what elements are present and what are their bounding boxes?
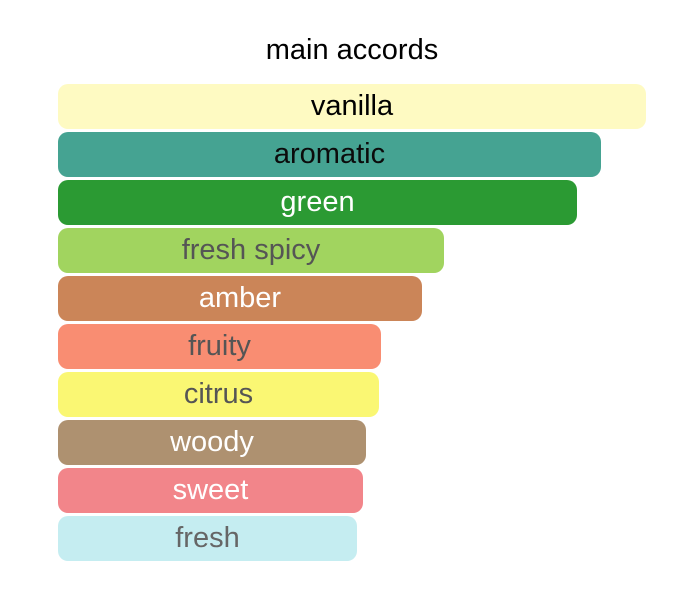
accord-bar-citrus: citrus [58, 372, 379, 417]
accord-bar-fresh-spicy: fresh spicy [58, 228, 444, 273]
accord-bar-amber: amber [58, 276, 422, 321]
accord-bar-woody: woody [58, 420, 366, 465]
accord-bar-vanilla: vanilla [58, 84, 646, 129]
accord-bar-fruity: fruity [58, 324, 381, 369]
accords-bars: vanilla aromatic green fresh spicy amber frui… [58, 84, 646, 564]
accord-bar-fresh: fresh [58, 516, 357, 561]
accord-bar-sweet: sweet [58, 468, 363, 513]
accord-bar-aromatic: aromatic [58, 132, 601, 177]
chart-title: main accords [265, 34, 439, 66]
accord-bar-green: green [58, 180, 577, 225]
